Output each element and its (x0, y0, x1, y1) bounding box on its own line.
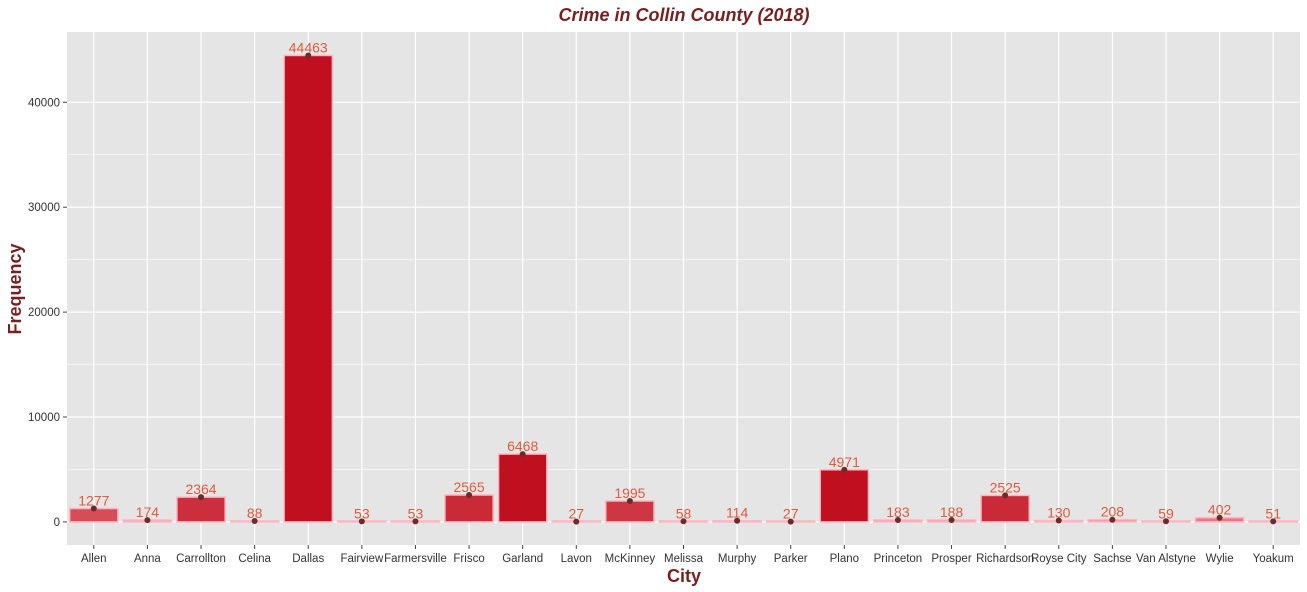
point (1216, 514, 1223, 521)
point (251, 517, 258, 524)
x-axis-title: City (667, 566, 701, 586)
x-tick-label: Carrollton (176, 553, 226, 565)
point (305, 52, 312, 59)
x-tick-label: Allen (81, 553, 107, 565)
point (358, 518, 365, 525)
bar-carrollton (176, 496, 226, 523)
x-tick-label: Plano (830, 553, 859, 565)
point (626, 497, 633, 504)
point (412, 518, 419, 525)
point (734, 517, 741, 524)
point (787, 518, 794, 525)
x-tick-label: Yoakum (1253, 553, 1294, 565)
y-axis-title: Frequency (5, 243, 25, 334)
point (1270, 518, 1277, 525)
data-label: 51 (1265, 505, 1281, 521)
x-tick-label: Sachse (1093, 553, 1131, 565)
x-tick-label: Anna (134, 553, 161, 565)
y-tick-label: 10000 (28, 412, 60, 424)
data-label: 53 (408, 505, 424, 521)
data-label: 58 (676, 505, 692, 521)
data-label: 174 (136, 504, 160, 520)
data-label: 88 (247, 505, 263, 521)
data-label: 27 (783, 506, 799, 522)
point (90, 505, 97, 512)
y-tick-label: 30000 (28, 202, 60, 214)
point (841, 466, 848, 473)
data-label: 4971 (829, 454, 860, 470)
y-tick-label: 40000 (28, 97, 60, 109)
y-tick-label: 20000 (28, 307, 60, 319)
data-label: 183 (886, 504, 910, 520)
data-labels: 1277 174 2364 88 44463 53 53 2565 6468 27 1995 58 11… (78, 39, 1281, 521)
x-tick-label: Farmersville (384, 553, 447, 565)
point (1162, 518, 1169, 525)
x-tick-label: Van Alstyne (1136, 553, 1196, 565)
x-tick-label: Frisco (453, 553, 484, 565)
bars (68, 54, 1299, 523)
data-label: 27 (568, 506, 584, 522)
bar-dallas (283, 54, 334, 523)
data-label: 402 (1208, 502, 1232, 518)
point (573, 518, 580, 525)
point (1002, 492, 1009, 499)
data-label: 59 (1158, 505, 1174, 521)
x-tick-label: Dallas (292, 553, 324, 565)
x-axis-ticks: Allen Anna Carrollton Celina Dallas Fairview F… (81, 545, 1294, 565)
bar-richardson (980, 494, 1031, 523)
x-tick-label: Lavon (561, 553, 592, 565)
point (680, 518, 687, 525)
point (466, 492, 473, 499)
point (144, 517, 151, 524)
data-label: 2364 (185, 481, 216, 497)
bar-frisco (444, 494, 494, 523)
x-tick-label: Royse City (1031, 553, 1087, 565)
y-axis-ticks: 0 10000 20000 30000 40000 (28, 97, 67, 529)
bar-mckinney (605, 500, 655, 523)
point (198, 494, 205, 501)
point (1055, 517, 1062, 524)
data-label: 2525 (990, 479, 1021, 495)
x-tick-label: Parker (774, 553, 808, 565)
data-label: 1277 (78, 493, 109, 509)
points (90, 52, 1277, 525)
data-label: 130 (1047, 505, 1071, 521)
y-tick-label: 0 (54, 517, 60, 529)
data-label: 6468 (507, 438, 538, 454)
data-label: 114 (726, 505, 749, 521)
x-tick-label: Melissa (664, 553, 704, 565)
data-label: 53 (354, 505, 370, 521)
x-tick-label: Celina (238, 553, 271, 565)
point (894, 517, 901, 524)
x-tick-label: Princeton (874, 553, 923, 565)
data-label: 208 (1101, 504, 1125, 520)
x-tick-label: Wylie (1206, 553, 1234, 565)
x-tick-label: Richardson (976, 553, 1034, 565)
bar-plano (819, 469, 870, 523)
point (1109, 516, 1116, 523)
data-label: 2565 (453, 479, 484, 495)
x-tick-label: Garland (502, 553, 543, 565)
data-label: 188 (940, 504, 964, 520)
chart-title: Crime in Collin County (2018) (558, 5, 809, 25)
data-label: 44463 (289, 39, 328, 55)
major-gridlines (67, 32, 1300, 545)
x-tick-label: Prosper (931, 553, 971, 565)
point (519, 451, 526, 458)
x-tick-label: McKinney (605, 553, 656, 565)
point (948, 516, 955, 523)
bar-garland (497, 453, 548, 523)
data-label: 1995 (614, 485, 645, 501)
x-tick-label: Murphy (718, 553, 757, 565)
x-tick-label: Fairview (340, 553, 384, 565)
